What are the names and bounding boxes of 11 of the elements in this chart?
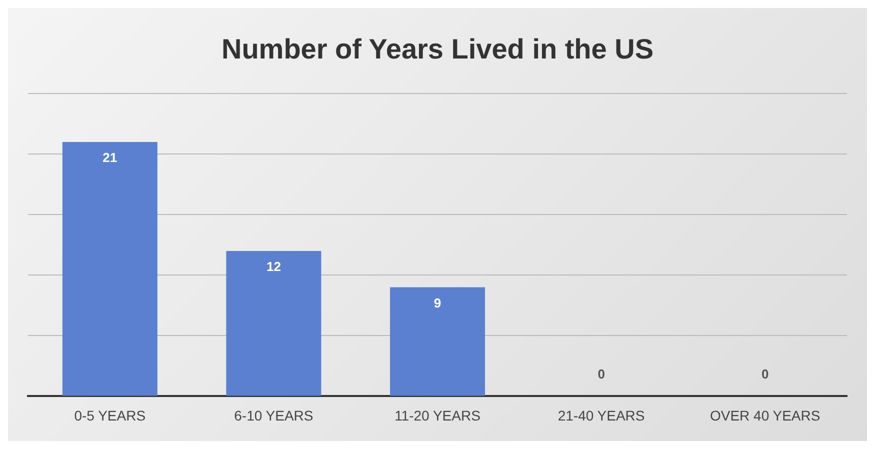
data-label: 21 — [102, 150, 118, 166]
x-tick-label: 11-20 YEARS — [394, 407, 480, 424]
data-label: 9 — [434, 295, 442, 310]
x-tick-label: 21-40 YEARS — [558, 407, 645, 424]
chart-title: Number of Years Lived in the US — [221, 34, 654, 65]
x-tick-label: 0-5 YEARS — [74, 407, 146, 424]
data-label: 0 — [761, 366, 769, 382]
x-tick-label: 6-10 YEARS — [234, 407, 314, 424]
data-label: 0 — [598, 366, 605, 382]
data-label: 12 — [266, 259, 281, 274]
x-tick-label: OVER 40 YEARS — [710, 407, 820, 424]
